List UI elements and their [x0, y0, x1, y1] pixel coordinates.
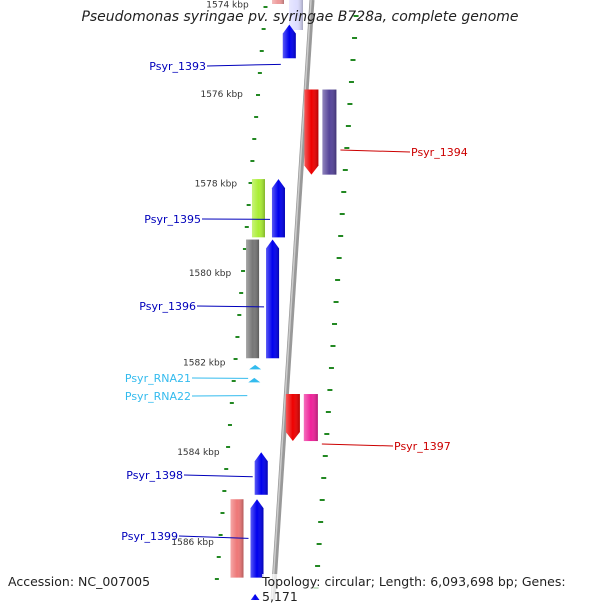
scale-tick-right	[330, 345, 335, 347]
gene-psyr-1394[interactable]	[304, 90, 318, 175]
gene-psyr-rna21[interactable]	[249, 365, 261, 369]
scale-tick-right	[337, 257, 342, 259]
scale-tick-left	[260, 50, 264, 52]
scale-tick-left	[262, 28, 266, 30]
gene-psyr-1399[interactable]	[251, 499, 264, 577]
scale-tick-right	[340, 213, 345, 215]
scale-tick-right	[323, 455, 328, 457]
scale-tick-left	[228, 424, 232, 426]
gene-psyr-rna22[interactable]	[248, 378, 260, 382]
scale-tick-right	[338, 235, 343, 237]
scale-label: 1582 kbp	[183, 359, 226, 369]
scale-tick-left	[217, 556, 221, 558]
scale-tick-right	[317, 543, 322, 545]
scale-tick-right	[335, 279, 340, 281]
scale-tick-right	[344, 147, 349, 149]
scale-tick-right	[320, 499, 325, 501]
scale-tick-right	[326, 411, 331, 413]
fragment-bottom[interactable]	[249, 594, 262, 600]
map-title: Pseudomonas syringae pv. syringae B728a,…	[0, 9, 600, 25]
scale-tick-left	[245, 226, 249, 228]
scale-tick-right	[346, 125, 351, 127]
scale-tick-left	[230, 402, 234, 404]
scale-label: 1580 kbp	[189, 269, 232, 279]
scale-tick-left	[235, 336, 239, 338]
scale-label: 1576 kbp	[200, 90, 243, 100]
label-leader-line	[322, 444, 393, 446]
gene-label-psyr-1396[interactable]: Psyr_1396	[139, 300, 196, 313]
gene-psyr-1395[interactable]	[272, 179, 285, 237]
scale-tick-left	[224, 468, 228, 470]
scale-tick-left	[239, 292, 243, 294]
scale-tick-right	[347, 103, 352, 105]
scale-tick-left	[219, 534, 223, 536]
gene-label-psyr-1397[interactable]: Psyr_1397	[394, 440, 451, 453]
scale-tick-left	[234, 358, 238, 360]
scale-tick-left	[232, 380, 236, 382]
scale-tick-left	[249, 182, 253, 184]
scale-tick-right	[349, 81, 354, 83]
gene-label-psyr-1395[interactable]: Psyr_1395	[144, 213, 201, 226]
gene-psyr-1396-paired[interactable]	[246, 240, 259, 359]
scale-tick-right	[341, 191, 346, 193]
scale-tick-right	[352, 37, 357, 39]
scale-tick-left	[215, 578, 219, 580]
scale-tick-left	[254, 116, 258, 118]
gene-psyr-1395-paired[interactable]	[252, 179, 265, 237]
scale-tick-right	[324, 433, 329, 435]
scale-tick-right	[321, 477, 326, 479]
gene-label-psyr-1394[interactable]: Psyr_1394	[411, 146, 468, 159]
scale-tick-right	[318, 521, 323, 523]
scale-tick-left	[256, 94, 260, 96]
gene-psyr-1394-paired[interactable]	[322, 90, 336, 175]
scale-tick-left	[250, 160, 254, 162]
scale-tick-left	[237, 314, 241, 316]
accession-text: Accession: NC_007005	[8, 574, 150, 589]
gene-psyr-1397-paired[interactable]	[304, 394, 318, 441]
label-leader-line	[184, 475, 253, 477]
scale-label: 1584 kbp	[177, 448, 220, 458]
scale-tick-left	[263, 6, 267, 8]
scale-tick-left	[222, 490, 226, 492]
scale-tick-left	[241, 270, 245, 272]
gene-label-psyr-rna22[interactable]: Psyr_RNA22	[125, 390, 191, 403]
scale-label: 1578 kbp	[195, 180, 238, 190]
gene-label-psyr-rna21[interactable]: Psyr_RNA21	[125, 372, 191, 385]
gene-label-psyr-1393[interactable]: Psyr_1393	[149, 60, 206, 73]
scale-tick-left	[258, 72, 262, 74]
scale-tick-right	[343, 169, 348, 171]
gene-psyr-1397[interactable]	[286, 394, 300, 441]
gene-psyr-1396[interactable]	[266, 240, 279, 359]
scale-tick-right	[315, 565, 320, 567]
fragment-top-left[interactable]	[272, 0, 284, 4]
scale-tick-right	[334, 301, 339, 303]
gene-label-psyr-1398[interactable]: Psyr_1398	[126, 469, 183, 482]
scale-tick-left	[220, 512, 224, 514]
label-leader-line	[207, 64, 281, 66]
scale-tick-left	[226, 446, 230, 448]
gene-label-psyr-1399[interactable]: Psyr_1399	[121, 530, 178, 543]
scale-tick-right	[327, 389, 332, 391]
scale-tick-right	[329, 367, 334, 369]
scale-tick-left	[252, 138, 256, 140]
scale-tick-left	[247, 204, 251, 206]
gene-psyr-1398[interactable]	[255, 452, 268, 495]
scale-tick-right	[332, 323, 337, 325]
label-leader-line	[340, 150, 410, 152]
scale-tick-right	[351, 59, 356, 61]
